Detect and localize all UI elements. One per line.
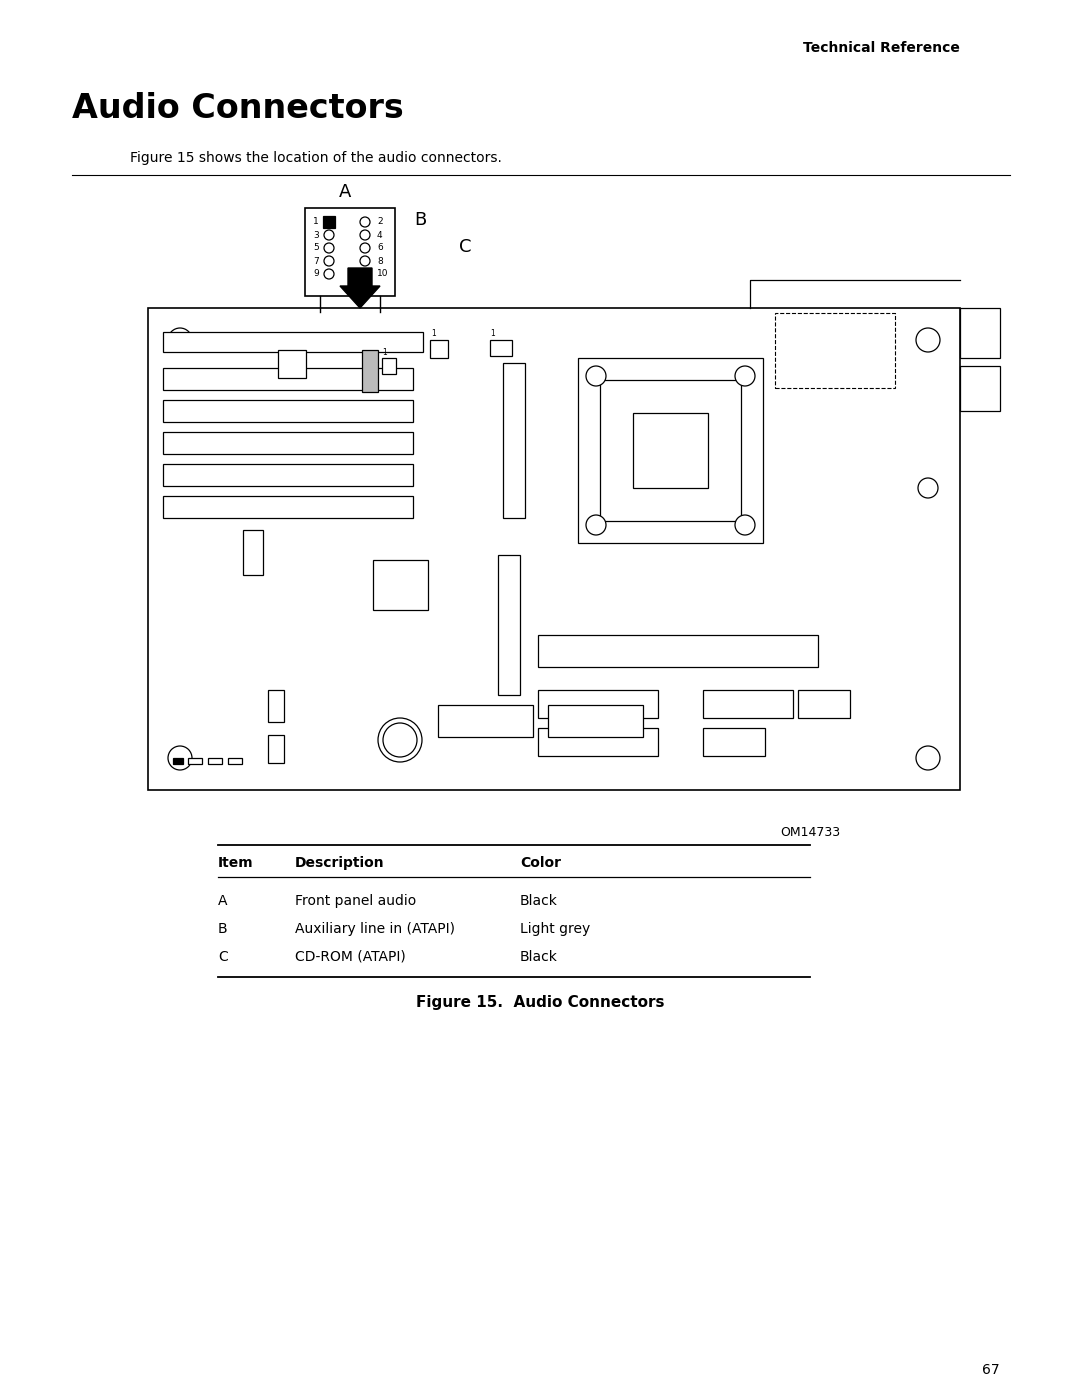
- Bar: [163, 400, 413, 422]
- Bar: [538, 636, 818, 666]
- Circle shape: [383, 724, 417, 757]
- Bar: [960, 307, 1000, 358]
- Text: B: B: [218, 922, 228, 936]
- Text: 67: 67: [983, 1363, 1000, 1377]
- Circle shape: [324, 270, 334, 279]
- Text: 7: 7: [313, 257, 319, 265]
- Circle shape: [324, 256, 334, 265]
- Circle shape: [586, 366, 606, 386]
- Text: C: C: [459, 237, 471, 256]
- Text: Front panel audio: Front panel audio: [295, 894, 416, 908]
- Bar: [548, 705, 643, 738]
- Text: Audio Connectors: Audio Connectors: [72, 91, 404, 124]
- Text: Technical Reference: Technical Reference: [804, 41, 960, 54]
- Bar: [503, 363, 525, 518]
- Bar: [305, 208, 395, 296]
- Text: 1: 1: [431, 330, 435, 338]
- Text: B: B: [414, 211, 427, 229]
- Circle shape: [168, 328, 192, 352]
- Bar: [798, 690, 850, 718]
- Bar: [600, 380, 741, 521]
- Text: Black: Black: [519, 894, 558, 908]
- Text: 1: 1: [313, 218, 319, 226]
- Circle shape: [360, 256, 370, 265]
- Bar: [498, 555, 519, 694]
- Text: Light grey: Light grey: [519, 922, 591, 936]
- Bar: [163, 496, 413, 518]
- Text: Auxiliary line in (ATAPI): Auxiliary line in (ATAPI): [295, 922, 455, 936]
- Text: OM14733: OM14733: [780, 826, 840, 838]
- Bar: [228, 759, 242, 764]
- Text: 5: 5: [313, 243, 319, 253]
- Bar: [490, 339, 512, 356]
- Bar: [188, 759, 202, 764]
- Bar: [268, 690, 284, 722]
- Bar: [148, 307, 960, 789]
- Text: 6: 6: [377, 243, 382, 253]
- Bar: [538, 728, 658, 756]
- Bar: [163, 464, 413, 486]
- Text: A: A: [339, 183, 351, 201]
- Text: 1: 1: [382, 348, 387, 358]
- Bar: [775, 313, 895, 388]
- Text: Figure 15.  Audio Connectors: Figure 15. Audio Connectors: [416, 996, 664, 1010]
- Circle shape: [916, 328, 940, 352]
- Text: Item: Item: [218, 856, 254, 870]
- Circle shape: [360, 217, 370, 226]
- Bar: [578, 358, 762, 543]
- Bar: [208, 759, 222, 764]
- Bar: [373, 560, 428, 610]
- Text: Description: Description: [295, 856, 384, 870]
- Text: 8: 8: [377, 257, 382, 265]
- Text: Figure 15 shows the location of the audio connectors.: Figure 15 shows the location of the audi…: [130, 151, 502, 165]
- Text: C: C: [218, 950, 228, 964]
- Circle shape: [360, 231, 370, 240]
- Bar: [163, 432, 413, 454]
- Bar: [163, 332, 423, 352]
- Circle shape: [360, 270, 370, 279]
- Text: 9: 9: [313, 270, 319, 278]
- Text: CD-ROM (ATAPI): CD-ROM (ATAPI): [295, 950, 406, 964]
- Bar: [703, 690, 793, 718]
- Circle shape: [918, 478, 939, 497]
- Circle shape: [735, 515, 755, 535]
- Circle shape: [168, 746, 192, 770]
- Bar: [960, 366, 1000, 411]
- Bar: [278, 351, 306, 379]
- Text: Black: Black: [519, 950, 558, 964]
- Bar: [173, 759, 183, 764]
- Text: 1: 1: [490, 330, 495, 338]
- Bar: [430, 339, 448, 358]
- Bar: [538, 690, 658, 718]
- Text: 4: 4: [377, 231, 382, 239]
- Circle shape: [324, 243, 334, 253]
- Bar: [268, 735, 284, 763]
- Text: Color: Color: [519, 856, 561, 870]
- Bar: [633, 414, 708, 488]
- Circle shape: [735, 366, 755, 386]
- Circle shape: [916, 746, 940, 770]
- Bar: [382, 358, 396, 374]
- Circle shape: [324, 231, 334, 240]
- Text: A: A: [218, 894, 228, 908]
- Bar: [438, 705, 534, 738]
- Polygon shape: [340, 268, 380, 307]
- Text: 3: 3: [313, 231, 319, 239]
- Text: 10: 10: [377, 270, 389, 278]
- Bar: [703, 728, 765, 756]
- Circle shape: [378, 718, 422, 761]
- Text: 2: 2: [377, 218, 382, 226]
- Bar: [362, 351, 378, 393]
- Bar: [243, 529, 264, 576]
- Circle shape: [586, 515, 606, 535]
- Circle shape: [360, 243, 370, 253]
- Bar: [323, 217, 335, 228]
- Bar: [163, 367, 413, 390]
